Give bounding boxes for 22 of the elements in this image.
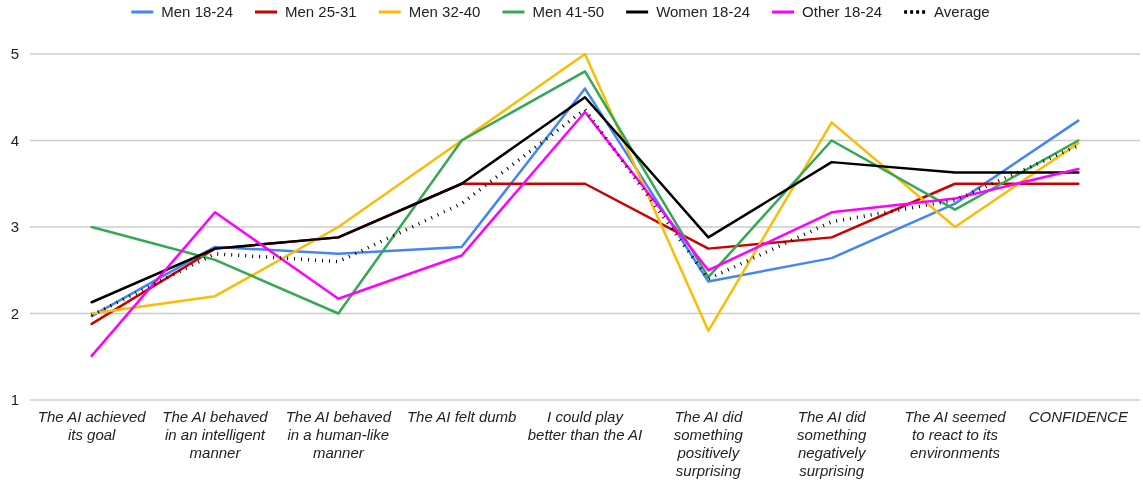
x-tick-label: CONFIDENCE [1028,408,1129,425]
x-tick-label: The AI behaved in an intelligent manner [162,408,269,461]
legend-label: Men 32-40 [408,3,481,20]
legend-label: Men 25-31 [285,3,357,20]
y-tick-label: 3 [10,218,20,236]
y-tick-label: 4 [10,131,20,149]
x-tick-label: I could play better than the AI [527,408,643,443]
x-tick-label: The AI felt dumb [406,408,517,425]
legend-label: Women 18-24 [656,3,751,20]
legend-label: Men 18-24 [161,3,233,20]
x-tick-label: The AI did something negatively surprising [797,408,867,479]
line-series [90,110,1080,358]
legend-label: Average [934,3,990,20]
y-tick-label: 1 [10,391,20,409]
x-tick-label: The AI seemed to react to its environments [904,408,1007,461]
legend-label: Men 41-50 [532,3,605,20]
y-tick-label: 5 [10,45,20,63]
legend-label: Other 18-24 [802,3,883,20]
x-tick-label: The AI did something positively surprising [673,408,744,479]
x-tick-label: The AI behaved in a human-like manner [285,408,392,461]
x-tick-label: The AI achieved its goal [37,408,147,443]
y-tick-label: 2 [10,304,20,322]
